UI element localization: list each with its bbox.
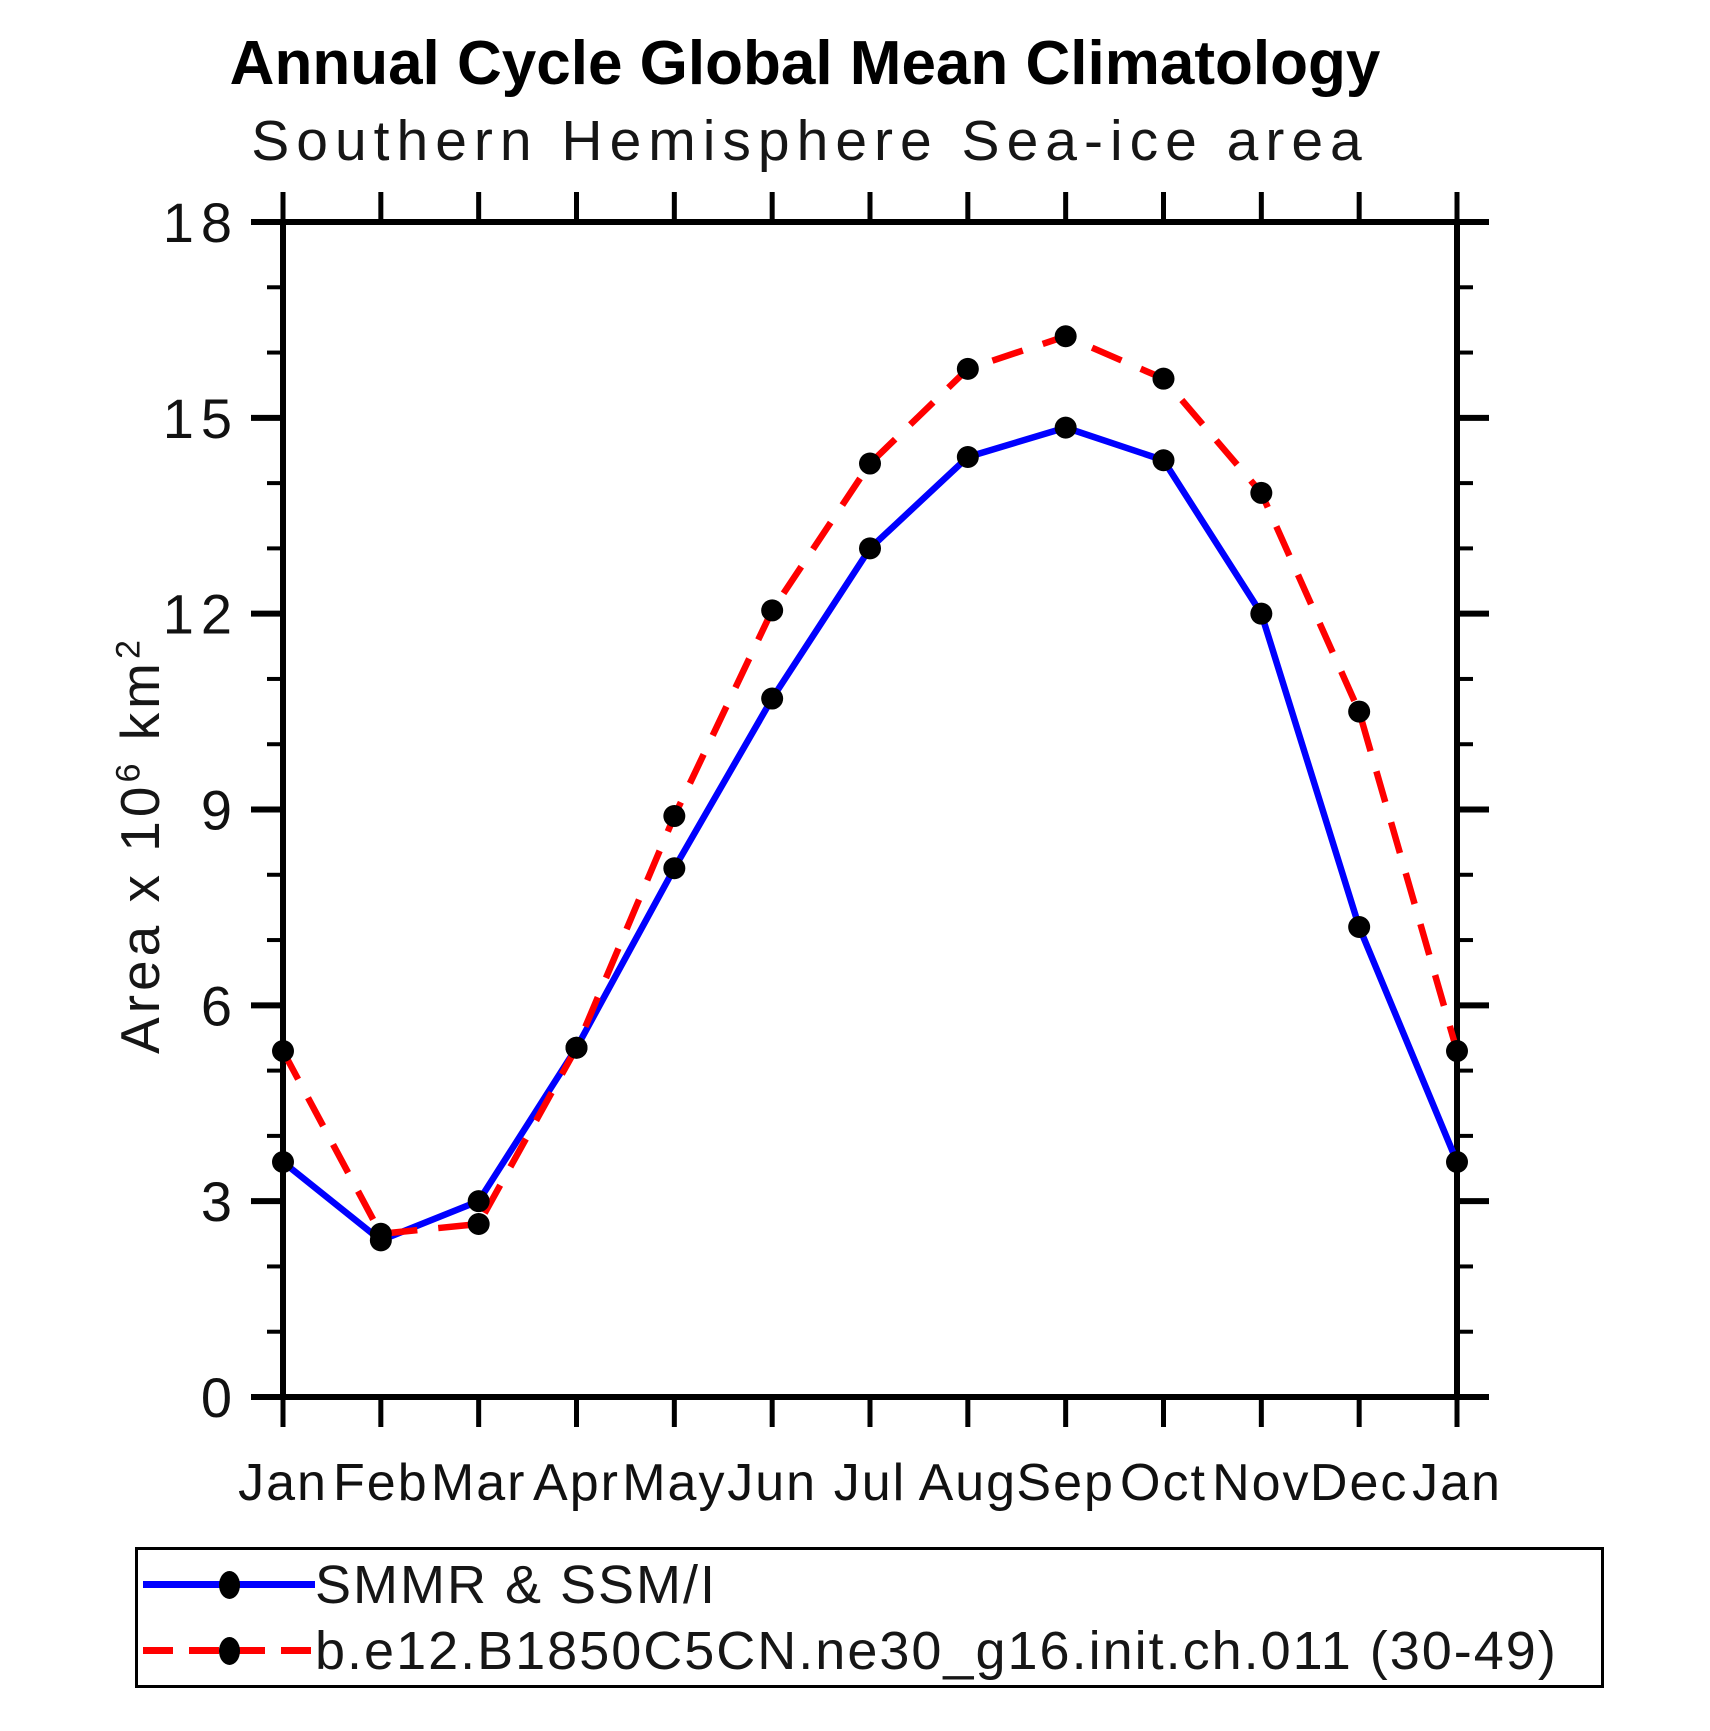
legend-box: SMMR & SSM/I b.e12.B1850C5CN.ne30_g16.in… <box>135 1547 1604 1688</box>
data-point <box>761 599 784 622</box>
data-point <box>761 687 784 710</box>
data-point <box>565 1036 588 1059</box>
series-markers-0 <box>272 416 1468 1252</box>
legend-row-observations: SMMR & SSM/I <box>143 1552 1601 1618</box>
data-point <box>1054 416 1077 439</box>
data-point <box>663 857 686 880</box>
x-tick-labels: Jan Feb Mar Apr May Jun Jul Aug Sep Oct Nov Dec Jan <box>238 1454 1502 1512</box>
legend-sample-dashed-line <box>143 1636 315 1666</box>
x-tick-label: Nov <box>1212 1454 1310 1512</box>
y-tick-label: 18 <box>163 191 239 254</box>
x-tick-label: Oct <box>1120 1454 1207 1512</box>
x-tick-label: Feb <box>333 1454 429 1512</box>
x-tick-label: Dec <box>1310 1454 1408 1512</box>
data-point <box>1348 700 1371 723</box>
legend-marker-dot-icon <box>218 1636 240 1665</box>
y-tick-label: 0 <box>201 1366 239 1429</box>
data-point <box>859 452 881 475</box>
x-ticks <box>280 192 1460 1427</box>
data-point <box>467 1213 490 1236</box>
data-point <box>1348 916 1371 938</box>
x-tick-label: Jan <box>238 1454 328 1512</box>
data-point <box>1152 449 1175 472</box>
data-point <box>1446 1040 1468 1063</box>
data-point <box>859 537 881 560</box>
data-point <box>369 1222 392 1245</box>
data-point <box>1152 367 1175 390</box>
x-tick-label: Sep <box>1016 1454 1115 1512</box>
data-point <box>1250 602 1273 625</box>
data-point <box>272 1040 294 1063</box>
legend-row-model: b.e12.B1850C5CN.ne30_g16.init.ch.011 (30… <box>143 1618 1601 1684</box>
y-tick-label: 6 <box>201 974 239 1037</box>
legend-label-model: b.e12.B1850C5CN.ne30_g16.init.ch.011 (30… <box>315 1620 1558 1681</box>
y-tick-label: 15 <box>163 387 239 450</box>
data-point <box>467 1190 490 1213</box>
chart-subtitle: Southern Hemisphere Sea-ice area <box>251 109 1369 173</box>
data-point <box>1446 1151 1468 1173</box>
x-tick-label: Mar <box>431 1454 527 1512</box>
chart-title: Annual Cycle Global Mean Climatology <box>229 29 1381 98</box>
x-tick-label: Jul <box>834 1454 906 1512</box>
x-tick-label: May <box>622 1454 726 1512</box>
legend-label-observations: SMMR & SSM/I <box>315 1554 718 1615</box>
data-point <box>272 1151 294 1173</box>
axes <box>280 219 1460 1400</box>
data-point <box>956 446 979 468</box>
legend-marker-dot-icon <box>218 1570 240 1599</box>
data-point <box>1250 481 1273 504</box>
y-tick-label: 3 <box>201 1170 239 1233</box>
y-tick-label: 9 <box>201 779 239 842</box>
data-point <box>663 805 686 828</box>
y-ticks <box>251 219 1489 1400</box>
y-tick-labels: 0 3 6 9 12 15 18 <box>163 191 239 1429</box>
x-tick-label: Jun <box>727 1454 817 1512</box>
data-point <box>1054 325 1077 348</box>
x-tick-label: Jan <box>1412 1454 1502 1512</box>
y-tick-label: 12 <box>163 583 239 646</box>
x-tick-label: Apr <box>533 1454 620 1512</box>
data-point <box>956 357 979 380</box>
x-tick-label: Aug <box>919 1454 1018 1512</box>
series-markers-1 <box>272 325 1468 1245</box>
legend-sample-solid-line <box>143 1570 315 1600</box>
